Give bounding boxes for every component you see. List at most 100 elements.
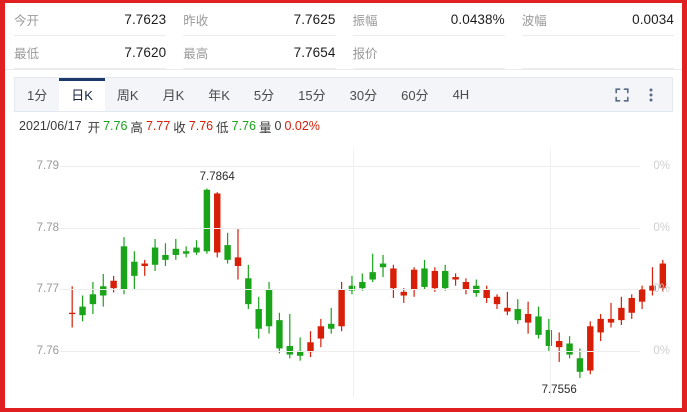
candle-body (400, 291, 407, 296)
quote-value: 7.7625 (293, 12, 336, 27)
quote-value: 0.0438% (450, 12, 505, 27)
candle-body (151, 247, 159, 265)
candle-body (193, 247, 200, 253)
quote-value: 0.0034 (632, 12, 674, 27)
tab-label: 5分 (253, 88, 275, 103)
candle-body (628, 297, 635, 313)
candle-body (421, 268, 428, 287)
candle-body (576, 358, 584, 372)
tab-4[interactable]: 年K (196, 78, 242, 111)
tab-9[interactable]: 4H (441, 78, 482, 111)
right-axis-tick-label: 0% (653, 221, 670, 234)
high-price-annotation: 7.7864 (199, 170, 235, 183)
low-price-annotation: 7.7556 (541, 383, 577, 396)
tab-active-1[interactable]: 日K (59, 78, 105, 111)
gridline-horizontal (60, 166, 640, 168)
candle-body (452, 277, 459, 280)
candle-body (89, 294, 97, 305)
timeframe-tabbar: 1分 日K 周K 月K 年K 5分 15分 30分 60分 4H (14, 77, 673, 112)
candle-body (131, 261, 138, 276)
quote-row-1: 今开 7.7623 昨收 7.7625 振幅 0.0438% 波幅 0.0034 (5, 3, 682, 36)
tab-5[interactable]: 5分 (242, 78, 286, 111)
more-vertical-icon[interactable] (643, 87, 659, 103)
candle-body (348, 285, 356, 291)
tab-label: 15分 (298, 88, 326, 103)
candle-body (379, 263, 387, 268)
quote-label: 报价 (352, 47, 378, 61)
candle-body (182, 251, 190, 254)
candle-body (587, 326, 594, 371)
candle-body (649, 285, 656, 291)
ohlc-value: 0 (274, 119, 282, 133)
quote-cell-today-open: 今开 7.7623 (5, 3, 174, 36)
tab-0[interactable]: 1分 (15, 78, 59, 111)
candle-body (524, 313, 532, 323)
candle-body (317, 326, 325, 339)
ohlc-key: 开 (87, 120, 101, 135)
right-axis-tick-label: 0% (653, 160, 670, 173)
y-axis-tick-label: 7.77 (36, 283, 59, 296)
candle-body (338, 289, 345, 327)
candle-body (638, 289, 646, 302)
candle-body (504, 307, 511, 312)
candle-body (162, 254, 169, 260)
chart-tool-icons (614, 78, 672, 111)
ohlc-key: 低 (216, 120, 229, 135)
ohlc-date: 2021/06/17 (19, 119, 82, 133)
gridline-vertical (353, 149, 354, 397)
gridline-horizontal (60, 289, 640, 291)
tab-label: 1分 (27, 88, 48, 103)
quote-label: 最低 (14, 47, 40, 61)
right-axis-tick-label: 0% (653, 344, 670, 357)
tab-label: 日K (71, 88, 93, 103)
candle-body (514, 309, 521, 321)
tab-6[interactable]: 15分 (286, 78, 337, 111)
quote-cell-prev-close: 昨收 7.7625 (174, 3, 343, 36)
candlestick-chart[interactable]: 7.79 0% 7.78 0% 7.77 0% 7.76 0% 7.7864 7.7556 (5, 139, 682, 408)
candle-body (493, 296, 501, 305)
fullscreen-icon[interactable] (614, 87, 630, 103)
ohlc-key: 高 (130, 120, 143, 135)
tab-7[interactable]: 30分 (338, 78, 389, 111)
ohlc-key: 量 (259, 120, 272, 135)
ohlc-change-pct: 0.02% (284, 119, 320, 133)
tab-3[interactable]: 月K (151, 78, 197, 111)
candle-body (369, 272, 376, 280)
candle-body (296, 350, 304, 356)
candle-body (659, 263, 667, 289)
header-divider (5, 69, 682, 70)
gridline-horizontal (60, 350, 640, 352)
candle-body (410, 269, 418, 290)
candle-body (286, 345, 293, 355)
tab-8[interactable]: 60分 (389, 78, 440, 111)
candle-body (68, 312, 76, 315)
tab-label: 30分 (349, 88, 378, 103)
ohlc-value: 7.76 (188, 119, 214, 133)
candle-body (483, 289, 490, 298)
tab-label: 年K (208, 88, 230, 103)
quote-cell-bid: 报价 (344, 36, 513, 69)
quote-value: 7.7623 (124, 12, 167, 27)
candle-body (245, 278, 252, 305)
right-axis-tick-label: 0% (653, 283, 670, 296)
candle-body (607, 318, 615, 323)
tab-2[interactable]: 周K (105, 78, 151, 111)
tab-label: 4H (452, 87, 470, 102)
tab-label: 60分 (401, 88, 429, 103)
y-axis-tick-label: 7.79 (36, 160, 59, 173)
candle-body (234, 257, 242, 267)
candle-body (431, 270, 439, 289)
candle-body (535, 316, 542, 335)
ohlc-info-line: 2021/06/17 开 7.76 高 7.77 收 7.76 低 7.76 量 0 0.02% (19, 117, 323, 135)
candle-body (390, 268, 397, 289)
candlestick-series (68, 188, 667, 378)
candle-body (100, 286, 107, 296)
candle-body (110, 280, 117, 289)
quote-label: 波幅 (521, 14, 547, 28)
quote-cell-empty (513, 36, 682, 69)
y-axis-tick-label: 7.76 (36, 344, 59, 357)
candle-body (618, 307, 625, 321)
candle-body (203, 189, 211, 252)
candle-body (224, 245, 231, 260)
